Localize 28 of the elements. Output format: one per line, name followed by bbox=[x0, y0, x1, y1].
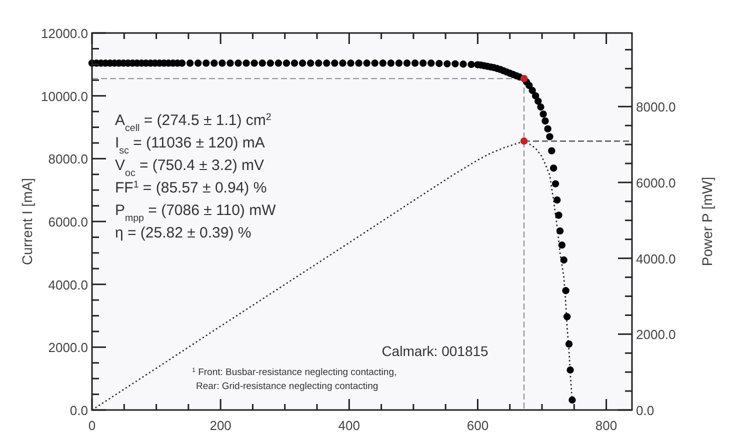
x-tick-label: 400 bbox=[338, 418, 360, 433]
y2-tick-label: 6000.0 bbox=[636, 175, 676, 190]
y-tick-label: 12000.0 bbox=[41, 26, 88, 41]
y2-tick-label: 8000.0 bbox=[636, 100, 676, 115]
y-tick-label: 0.0 bbox=[70, 403, 88, 418]
x-tick-label: 800 bbox=[595, 418, 618, 433]
y-tick-label: 8000.0 bbox=[48, 152, 88, 167]
y-tick-label: 2000.0 bbox=[48, 340, 88, 356]
annotation: Calmark: 001815 bbox=[382, 343, 489, 359]
annotation: Rear: Grid-resistance neglecting contacting bbox=[196, 381, 378, 392]
y-tick-label: 10000.0 bbox=[41, 88, 88, 104]
y2-axis-title: Power P [mW] bbox=[699, 176, 715, 266]
annotation: η = (25.82 ± 0.39) % bbox=[115, 224, 252, 242]
x-tick-label: 600 bbox=[466, 418, 489, 433]
y-tick-label: 4000.0 bbox=[48, 277, 88, 292]
annotation: A$_{cell}$ = (274.5 ± 1.1) cm$^{2}$ bbox=[115, 112, 272, 134]
y2-tick-label: 0.0 bbox=[636, 403, 654, 418]
x-tick-label: 200 bbox=[210, 418, 232, 433]
annotation: FF$^{1}$ = (85.57 ± 0.94) % bbox=[115, 179, 267, 196]
y-axis-title: Current I [mA] bbox=[19, 178, 35, 266]
annotation: P$_{mpp}$ = (7086 ± 110) mW bbox=[115, 202, 277, 224]
annotation: V$_{oc}$ = (750.4 ± 3.2) mV bbox=[115, 157, 264, 178]
y2-tick-label: 4000.0 bbox=[636, 251, 676, 266]
y2-tick-label: 2000.0 bbox=[636, 327, 676, 342]
x-tick-label: 0 bbox=[88, 418, 96, 433]
annotation: $^{1}$ Front: Busbar-resistance neglecting contacting, bbox=[192, 366, 397, 378]
annotation: I$_{sc}$ = (11036 ± 120) mA bbox=[115, 134, 265, 156]
y-tick-label: 6000.0 bbox=[48, 214, 88, 230]
